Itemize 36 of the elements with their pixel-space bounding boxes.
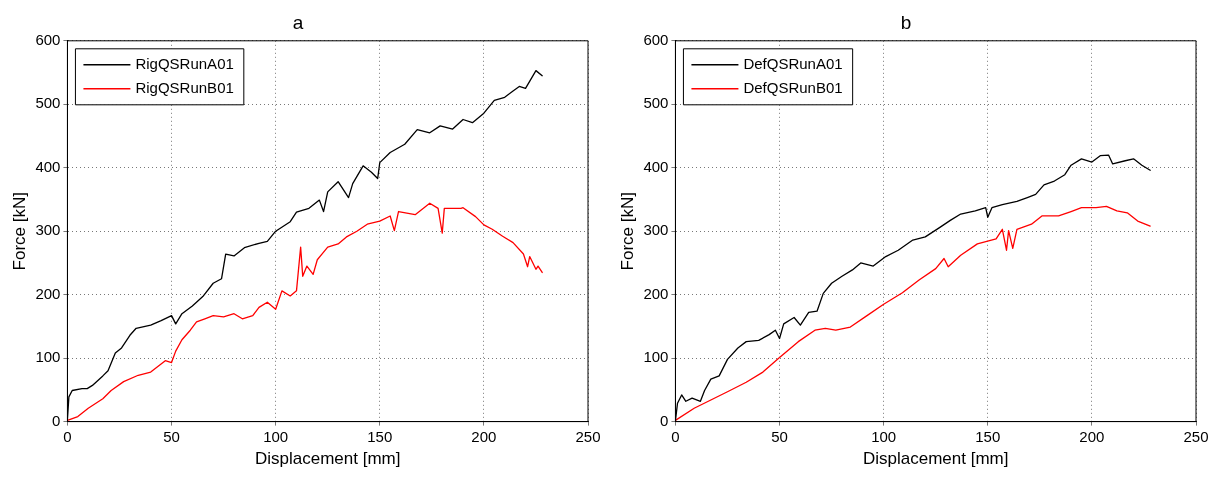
x-tick-label: 200: [1079, 427, 1105, 445]
x-tick-label: 250: [575, 427, 601, 445]
y-axis-title: Force [kN]: [9, 192, 29, 271]
x-tick-label: 50: [163, 427, 180, 445]
x-axis-title: Displacement [mm]: [862, 449, 1009, 469]
x-tick-label: 0: [63, 427, 72, 445]
x-tick-label: 50: [771, 427, 788, 445]
y-tick-label: 100: [35, 348, 61, 366]
chart-title: b: [900, 11, 912, 33]
y-tick-label: 0: [660, 411, 669, 429]
y-tick-label: 300: [643, 221, 669, 239]
legend-label: RigQSRunA01: [135, 54, 234, 72]
x-tick-label: 100: [263, 427, 289, 445]
x-tick-label: 100: [871, 427, 897, 445]
legend-label: RigQSRunB01: [135, 78, 234, 96]
x-tick-label: 150: [367, 427, 393, 445]
y-tick-label: 500: [643, 94, 669, 112]
y-tick-label: 400: [35, 157, 61, 175]
y-tick-label: 600: [643, 30, 669, 48]
y-axis-title: Force [kN]: [617, 192, 637, 271]
y-tick-label: 200: [643, 284, 669, 302]
x-axis-title: Displacement [mm]: [254, 449, 401, 469]
legend-label: DefQSRunA01: [743, 54, 843, 72]
y-tick-label: 600: [35, 30, 61, 48]
x-tick-label: 0: [671, 427, 680, 445]
y-tick-label: 500: [35, 94, 61, 112]
legend-label: DefQSRunB01: [743, 78, 843, 96]
y-tick-label: 300: [35, 221, 61, 239]
y-tick-label: 0: [52, 411, 61, 429]
x-tick-label: 200: [471, 427, 497, 445]
x-tick-label: 250: [1183, 427, 1209, 445]
y-tick-label: 200: [35, 284, 61, 302]
x-tick-label: 150: [975, 427, 1001, 445]
y-tick-label: 100: [643, 348, 669, 366]
y-tick-label: 400: [643, 157, 669, 175]
chart-title: a: [292, 11, 304, 33]
